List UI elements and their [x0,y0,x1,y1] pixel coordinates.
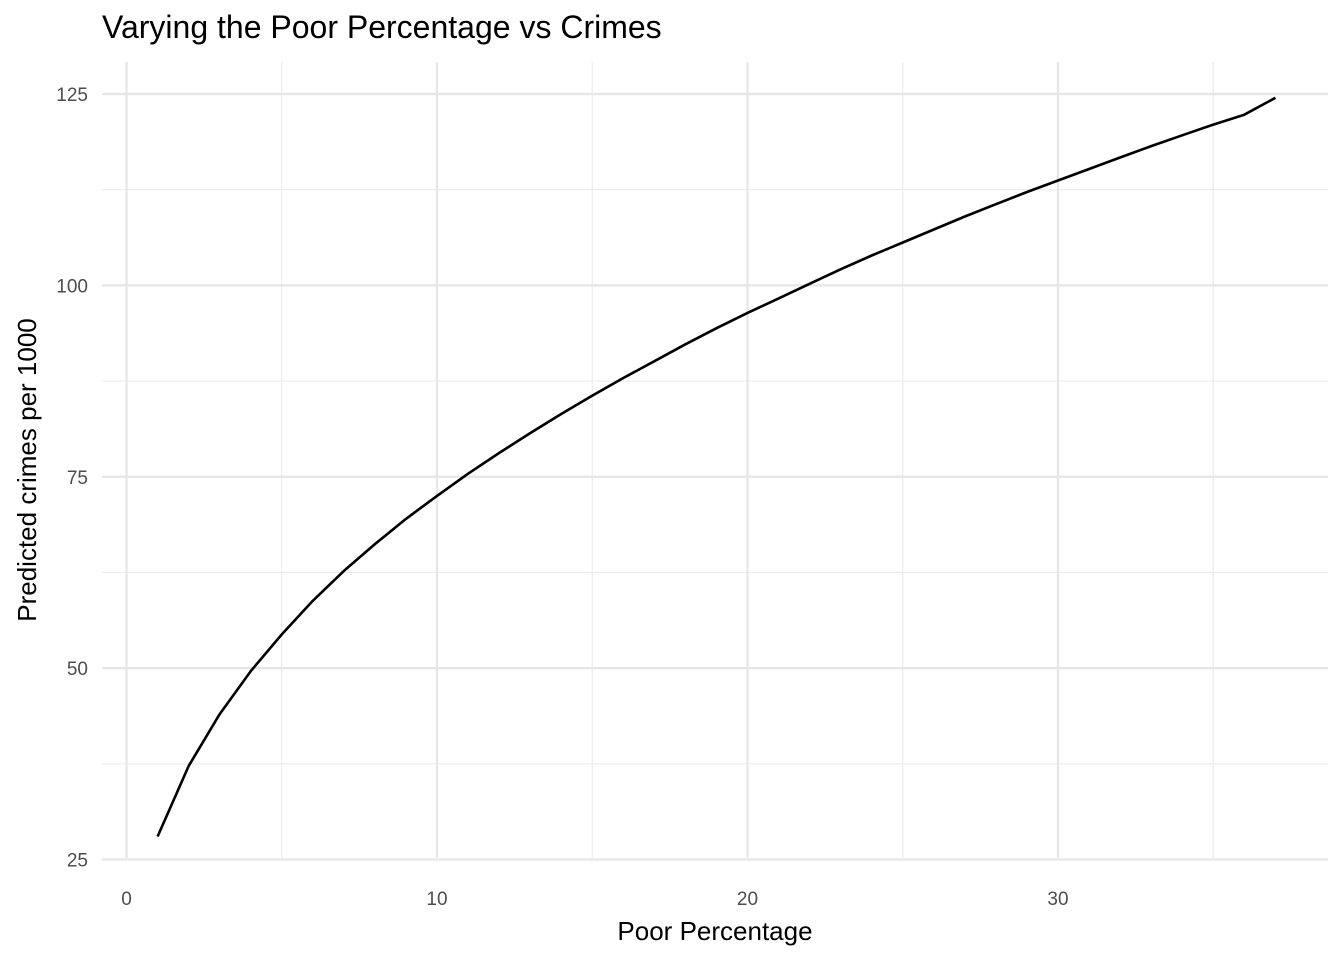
x-tick-label: 10 [426,889,447,910]
y-axis-title: Predicted crimes per 1000 [12,318,42,621]
y-tick-label: 25 [67,851,88,872]
x-tick-label: 20 [737,889,758,910]
major-gridlines [102,62,1328,861]
x-tick-label: 0 [121,889,132,910]
x-axis-title: Poor Percentage [617,916,812,946]
y-tick-label: 50 [67,659,88,680]
x-tick-label: 30 [1047,889,1068,910]
y-tick-label: 125 [56,85,88,106]
y-tick-labels: 25 50 75 100 125 [56,85,88,872]
y-tick-label: 100 [56,276,88,297]
y-tick-label: 75 [67,468,88,489]
minor-gridlines [102,62,1328,858]
series-line [156,96,1277,838]
x-tick-labels: 0 10 20 30 [121,889,1068,910]
chart-title: Varying the Poor Percentage vs Crimes [102,9,662,45]
series-layer [156,96,1277,838]
